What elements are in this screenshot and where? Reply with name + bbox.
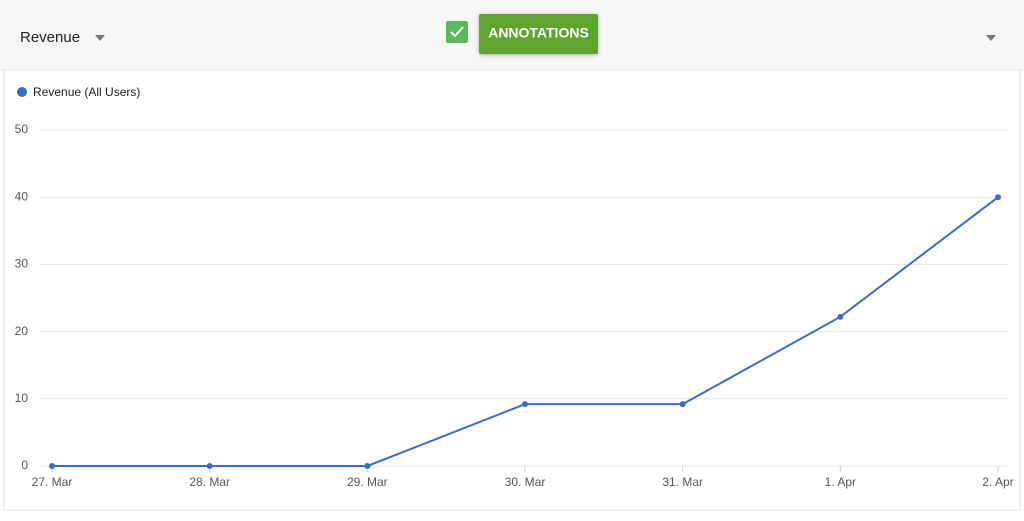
plot: 0 10 20 30 40 50 27. Mar 28. Mar 29. Mar 30. Mar 3…: [15, 85, 1014, 489]
y-tick-label: 10: [15, 391, 29, 405]
chart-panel: [3, 69, 1021, 511]
y-tick-label: 0: [21, 458, 28, 472]
data-point: [49, 463, 55, 469]
checkmark: [450, 26, 464, 38]
data-point: [364, 463, 371, 469]
y-tick-label: 30: [15, 257, 29, 271]
x-tick-label: 2. Apr: [982, 475, 1013, 489]
data-point: [995, 194, 1001, 201]
x-tick-label: 29. Mar: [347, 475, 388, 489]
data-point: [206, 463, 213, 469]
legend-label: Revenue (All Users): [33, 85, 140, 99]
metric-dropdown-arrow[interactable]: [95, 35, 105, 41]
x-tick-label: 27. Mar: [32, 475, 73, 489]
metric-select[interactable]: Revenue: [20, 29, 80, 46]
data-point: [837, 313, 844, 320]
y-tick-label: 20: [15, 324, 29, 338]
x-tick-label: 31. Mar: [662, 475, 703, 489]
legend-marker: [17, 87, 27, 97]
y-tick-label: 40: [15, 189, 29, 203]
data-point: [679, 401, 686, 408]
data-point: [522, 401, 528, 408]
x-tick-label: 28. Mar: [189, 475, 230, 489]
y-tick-label: 50: [15, 122, 29, 136]
x-tick-label: 30. Mar: [505, 475, 546, 489]
options-dropdown-arrow[interactable]: [986, 35, 996, 41]
x-tick-label: 1. Apr: [825, 475, 856, 489]
annotations-checkbox[interactable]: [446, 21, 468, 43]
annotations-button-label: ANNOTATIONS: [488, 25, 589, 41]
annotations-button[interactable]: [479, 14, 598, 54]
